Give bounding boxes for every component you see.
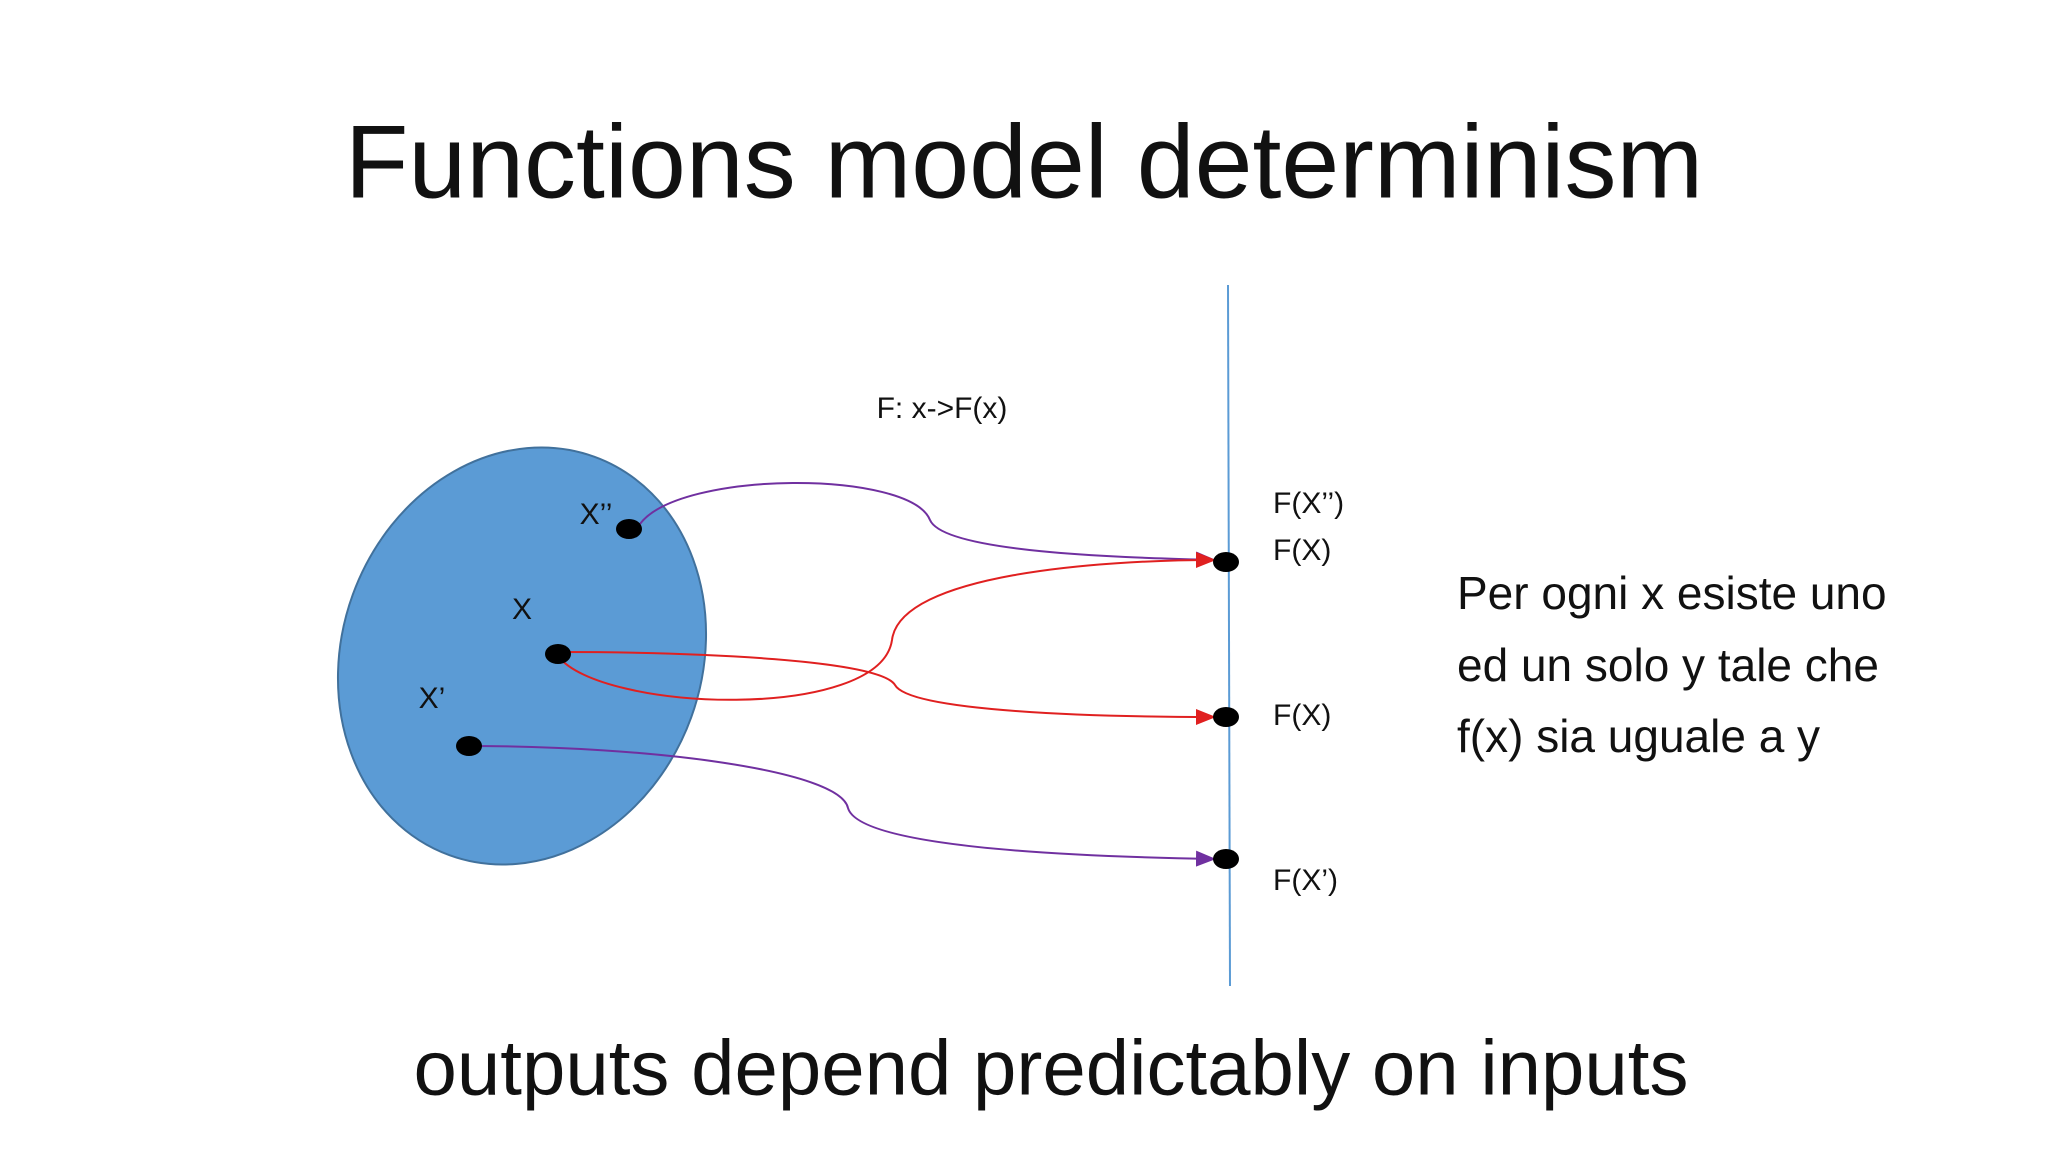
mapping-arrow [639,482,1216,568]
caption: outputs depend predictably on inputs [414,1024,1689,1112]
input-label: X’ [419,682,446,715]
input-point [456,736,482,756]
output-label: F(X) [1273,699,1331,732]
title: Functions model determinism [345,104,1703,220]
codomain-axis [1227,284,1231,987]
input-point [545,644,571,664]
output-point [1213,552,1239,572]
input-label: X [512,593,532,626]
definition-line: ed un solo y tale che [1457,639,1879,691]
output-point [1213,707,1239,727]
definition-line: Per ogni x esiste uno [1457,567,1887,619]
output-label: F(X) [1273,534,1331,567]
output-label: F(X’’) [1273,487,1344,520]
function-label: F: x->F(x) [877,392,1008,425]
output-point [1213,849,1239,869]
definition-line: f(x) sia uguale a y [1457,710,1820,762]
input-point [616,519,642,539]
mapping-arrow [468,745,1216,867]
mapping-arrow [557,651,1216,725]
domain-set [336,446,708,866]
output-label: F(X’) [1273,864,1338,897]
mapping-arrow [557,552,1216,701]
input-label: X’’ [580,498,613,531]
